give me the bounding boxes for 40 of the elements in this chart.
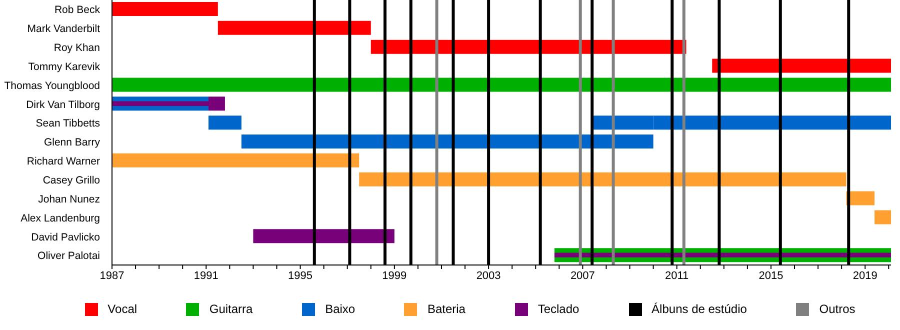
legend-label: Teclado [538, 302, 580, 316]
y-tick-label: Oliver Palotai [38, 250, 100, 262]
legend-label: Guitarra [209, 302, 253, 316]
y-tick-label: Mark Vanderbilt [27, 23, 100, 36]
legend-label: Bateria [427, 302, 466, 316]
x-tick-label: 2015 [758, 270, 784, 282]
legend-label: Álbuns de estúdio [652, 302, 747, 316]
bar [241, 134, 654, 148]
x-tick-label: 1991 [194, 270, 218, 282]
y-tick-label: Casey Grillo [42, 174, 100, 186]
y-tick-label: Richard Warner [26, 156, 100, 168]
y-tick-label: Glenn Barry [44, 136, 101, 149]
x-tick-label: 2007 [570, 270, 595, 282]
legend-label: Baixo [325, 302, 356, 316]
y-tick-label: Dirk Van Tilborg [26, 98, 100, 111]
y-tick-label: Rob Beck [54, 4, 101, 16]
bar [359, 172, 846, 186]
bar [218, 20, 371, 35]
y-tick-label: Roy Khan [54, 42, 100, 54]
y-tick-label: Sean Tibbetts [36, 118, 100, 130]
bar [712, 58, 891, 73]
y-tick-label: Thomas Youngblood [4, 80, 100, 92]
bar [112, 153, 360, 168]
bar [112, 78, 891, 92]
legend-label: Outros [819, 302, 856, 316]
y-tick-label: Johan Nunez [38, 193, 100, 206]
bar [554, 252, 891, 258]
bar [112, 2, 218, 16]
x-tick-label: 2011 [665, 270, 689, 282]
x-tick-label: 1987 [100, 270, 124, 282]
y-tick-label: Alex Landenburg [20, 212, 100, 224]
x-tick-label: 1995 [288, 270, 313, 282]
bar [208, 116, 242, 130]
x-tick-label: 1999 [382, 270, 407, 282]
y-tick-label: David Pavlicko [31, 231, 100, 244]
x-tick-label: 2019 [852, 270, 878, 282]
x-tick-label: 2003 [476, 270, 501, 282]
bar [874, 210, 891, 224]
y-tick-label: Tommy Karevik [28, 60, 101, 73]
legend-label: Vocal [108, 302, 138, 316]
